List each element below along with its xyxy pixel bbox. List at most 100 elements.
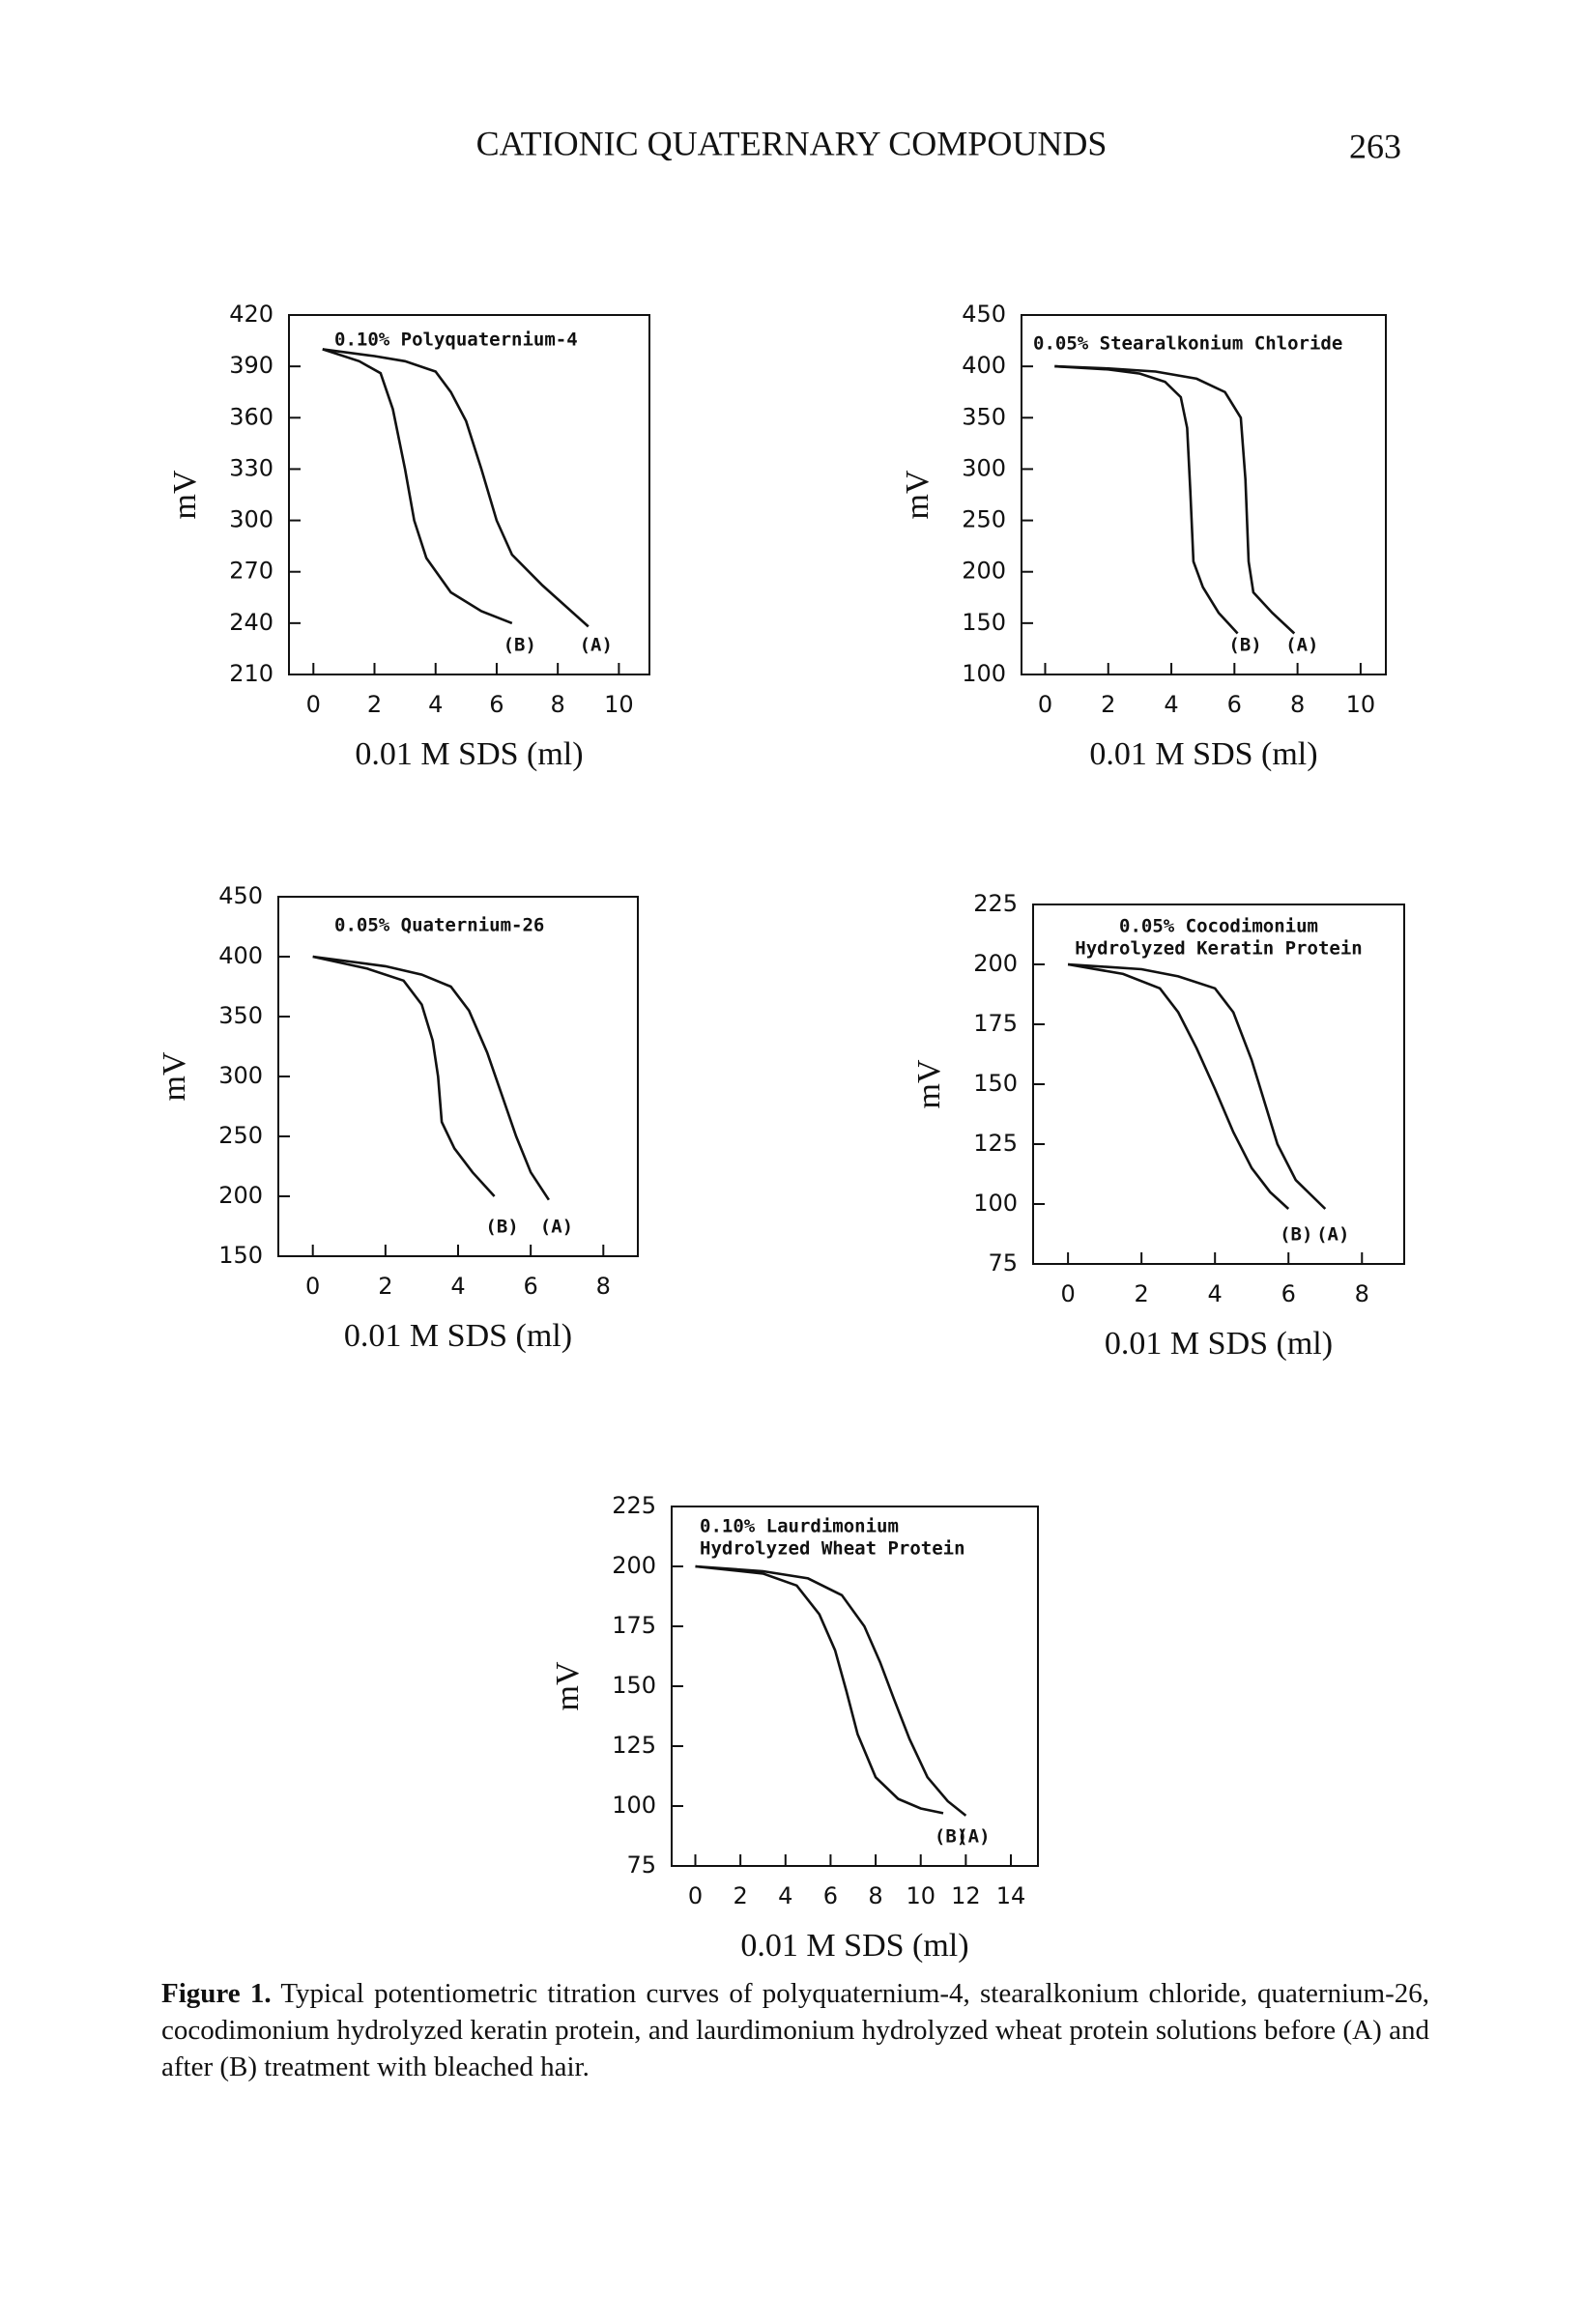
x-tick-label: 2 bbox=[1135, 1280, 1149, 1307]
x-tick-label: 4 bbox=[1208, 1280, 1223, 1307]
x-tick-label: 2 bbox=[378, 1273, 392, 1300]
data-line bbox=[312, 955, 496, 1197]
y-tick-label: 400 bbox=[962, 352, 1006, 379]
x-tick-label: 8 bbox=[868, 1882, 882, 1909]
y-tick-label: 100 bbox=[973, 1190, 1018, 1217]
y-tick-label: 175 bbox=[612, 1612, 656, 1639]
series-label: (B) bbox=[485, 1217, 518, 1238]
inset-title: 0.10% Polyquaternium-4 bbox=[334, 330, 578, 351]
plot-frame bbox=[1021, 314, 1387, 675]
inset-title: 0.05% Cocodimonium bbox=[1119, 916, 1318, 937]
y-axis-label: mV bbox=[900, 470, 935, 519]
y-tick-label: 210 bbox=[229, 660, 273, 687]
y-tick-label: 360 bbox=[229, 403, 273, 430]
inset-title: 0.05% Quaternium-26 bbox=[334, 915, 544, 936]
x-axis-label: 0.01 M SDS (ml) bbox=[1089, 736, 1317, 772]
series-label: (A) bbox=[540, 1217, 573, 1238]
series-label: (B) bbox=[935, 1826, 967, 1848]
x-axis-label: 0.01 M SDS (ml) bbox=[1105, 1326, 1333, 1362]
y-tick-label: 240 bbox=[229, 609, 273, 636]
y-tick-label: 400 bbox=[218, 942, 263, 969]
y-tick-label: 150 bbox=[218, 1242, 263, 1269]
y-tick-label: 450 bbox=[962, 301, 1006, 328]
y-tick-label: 150 bbox=[962, 609, 1006, 636]
x-tick-label: 10 bbox=[906, 1882, 935, 1909]
y-tick-label: 125 bbox=[612, 1732, 656, 1759]
data-line bbox=[312, 955, 550, 1201]
y-tick-label: 350 bbox=[218, 1002, 263, 1029]
caption-label: Figure 1. bbox=[161, 1978, 272, 2009]
y-tick-label: 150 bbox=[612, 1672, 656, 1699]
x-tick-label: 0 bbox=[1038, 691, 1052, 718]
x-tick-label: 10 bbox=[604, 691, 634, 718]
x-axis-label: 0.01 M SDS (ml) bbox=[355, 736, 583, 772]
y-tick-label: 75 bbox=[626, 1851, 656, 1879]
x-tick-label: 6 bbox=[524, 1273, 538, 1300]
data-line bbox=[695, 1564, 944, 1815]
y-tick-label: 200 bbox=[218, 1182, 263, 1209]
data-line bbox=[695, 1564, 967, 1817]
data-line bbox=[1054, 364, 1239, 635]
series-label: (B) bbox=[1280, 1224, 1312, 1246]
x-tick-label: 8 bbox=[1290, 691, 1305, 718]
series-label: (A) bbox=[580, 635, 613, 656]
data-line bbox=[1068, 962, 1327, 1210]
x-tick-label: 0 bbox=[1060, 1280, 1075, 1307]
page-number: 263 bbox=[1349, 127, 1401, 165]
x-tick-label: 2 bbox=[733, 1882, 747, 1909]
x-tick-label: 4 bbox=[1164, 691, 1178, 718]
inset-title: 0.10% Laurdimonium bbox=[700, 1516, 899, 1537]
data-line bbox=[1054, 364, 1296, 635]
y-tick-label: 250 bbox=[218, 1122, 263, 1149]
x-tick-label: 8 bbox=[596, 1273, 611, 1300]
y-tick-label: 350 bbox=[962, 403, 1006, 430]
y-tick-label: 100 bbox=[962, 660, 1006, 687]
plot-frame bbox=[277, 896, 639, 1257]
running-title: CATIONIC QUATERNARY COMPOUNDS bbox=[476, 124, 1108, 162]
y-tick-label: 200 bbox=[612, 1552, 656, 1579]
caption-text: Typical potentiometric titration curves … bbox=[161, 1978, 1429, 2082]
y-axis-label: mV bbox=[911, 1059, 947, 1108]
x-tick-label: 0 bbox=[688, 1882, 703, 1909]
x-tick-label: 4 bbox=[778, 1882, 792, 1909]
series-label: (A) bbox=[1285, 635, 1318, 656]
y-tick-label: 125 bbox=[973, 1130, 1018, 1157]
data-line bbox=[1067, 962, 1290, 1210]
y-tick-label: 250 bbox=[962, 506, 1006, 533]
y-tick-label: 300 bbox=[962, 454, 1006, 481]
series-label: (B) bbox=[1228, 635, 1261, 656]
x-tick-label: 6 bbox=[1227, 691, 1242, 718]
y-tick-label: 420 bbox=[229, 301, 273, 328]
y-tick-label: 225 bbox=[612, 1492, 656, 1519]
y-tick-label: 300 bbox=[229, 506, 273, 533]
y-axis-label: mV bbox=[167, 470, 203, 519]
x-tick-label: 6 bbox=[1281, 1280, 1296, 1307]
y-tick-label: 330 bbox=[229, 454, 273, 481]
x-tick-label: 12 bbox=[951, 1882, 981, 1909]
y-tick-label: 300 bbox=[218, 1062, 263, 1089]
y-tick-label: 75 bbox=[988, 1249, 1018, 1277]
x-tick-label: 14 bbox=[996, 1882, 1026, 1909]
y-tick-label: 200 bbox=[973, 950, 1018, 977]
plot-frame bbox=[671, 1506, 1039, 1867]
y-tick-label: 200 bbox=[962, 558, 1006, 585]
x-tick-label: 2 bbox=[367, 691, 382, 718]
y-tick-label: 225 bbox=[973, 890, 1018, 917]
x-tick-label: 10 bbox=[1346, 691, 1376, 718]
x-tick-label: 0 bbox=[305, 1273, 320, 1300]
y-axis-label: mV bbox=[550, 1661, 586, 1710]
y-tick-label: 450 bbox=[218, 882, 263, 909]
y-axis-label: mV bbox=[157, 1051, 192, 1101]
y-tick-label: 150 bbox=[973, 1070, 1018, 1097]
x-tick-label: 4 bbox=[428, 691, 443, 718]
x-tick-label: 8 bbox=[551, 691, 565, 718]
series-label: (B) bbox=[504, 635, 536, 656]
x-axis-label: 0.01 M SDS (ml) bbox=[344, 1318, 572, 1354]
inset-title: 0.05% Stearalkonium Chloride bbox=[1033, 333, 1342, 355]
y-tick-label: 390 bbox=[229, 352, 273, 379]
x-tick-label: 6 bbox=[489, 691, 504, 718]
x-tick-label: 6 bbox=[823, 1882, 838, 1909]
y-tick-label: 270 bbox=[229, 558, 273, 585]
